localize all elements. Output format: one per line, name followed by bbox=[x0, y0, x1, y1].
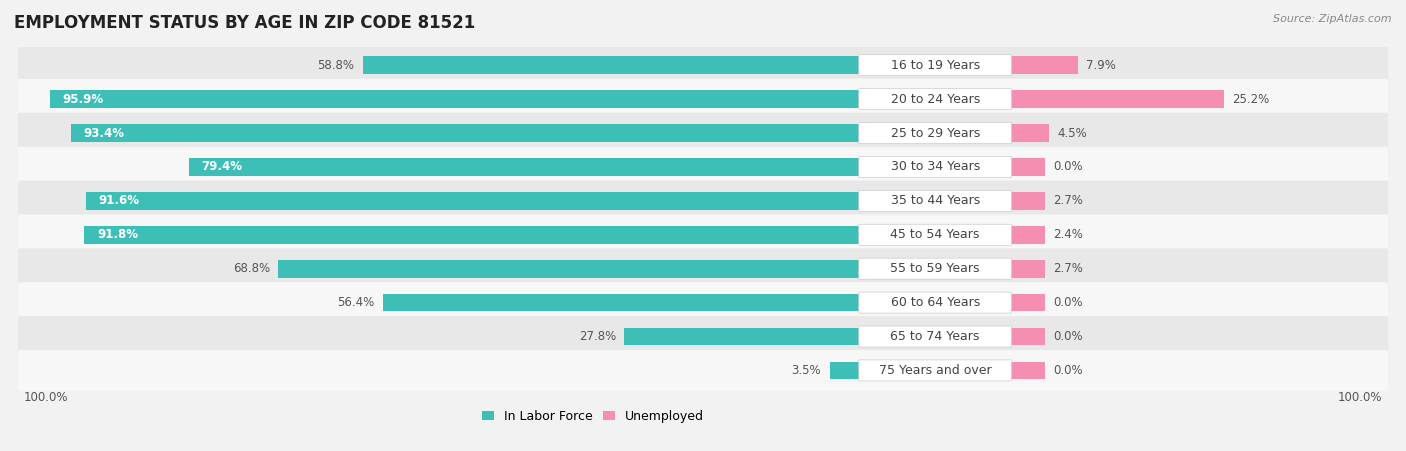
Bar bbox=[1011, 90, 1223, 108]
Bar bbox=[1011, 362, 1045, 379]
Bar bbox=[1011, 226, 1045, 244]
Bar bbox=[1011, 124, 1049, 142]
Text: 4.5%: 4.5% bbox=[1057, 127, 1087, 139]
Text: 25 to 29 Years: 25 to 29 Years bbox=[890, 127, 980, 139]
Text: 79.4%: 79.4% bbox=[201, 161, 243, 174]
Bar bbox=[624, 328, 859, 345]
FancyBboxPatch shape bbox=[859, 88, 1011, 110]
Text: 0.0%: 0.0% bbox=[1053, 161, 1083, 174]
Text: 35 to 44 Years: 35 to 44 Years bbox=[890, 194, 980, 207]
FancyBboxPatch shape bbox=[859, 224, 1011, 245]
FancyBboxPatch shape bbox=[18, 316, 1388, 357]
Bar bbox=[49, 90, 859, 108]
Text: 2.7%: 2.7% bbox=[1053, 262, 1083, 275]
FancyBboxPatch shape bbox=[859, 123, 1011, 143]
Text: 65 to 74 Years: 65 to 74 Years bbox=[890, 330, 980, 343]
FancyBboxPatch shape bbox=[18, 214, 1388, 255]
FancyBboxPatch shape bbox=[859, 156, 1011, 177]
FancyBboxPatch shape bbox=[18, 282, 1388, 323]
Bar bbox=[1011, 158, 1045, 176]
Text: 58.8%: 58.8% bbox=[318, 59, 354, 72]
Text: 100.0%: 100.0% bbox=[1339, 391, 1382, 404]
Text: 16 to 19 Years: 16 to 19 Years bbox=[890, 59, 980, 72]
FancyBboxPatch shape bbox=[859, 258, 1011, 279]
Bar bbox=[1011, 192, 1045, 210]
Text: 55 to 59 Years: 55 to 59 Years bbox=[890, 262, 980, 275]
Text: 3.5%: 3.5% bbox=[792, 364, 821, 377]
Text: 27.8%: 27.8% bbox=[579, 330, 616, 343]
FancyBboxPatch shape bbox=[859, 292, 1011, 313]
Bar bbox=[70, 124, 859, 142]
Text: 75 Years and over: 75 Years and over bbox=[879, 364, 991, 377]
Text: 30 to 34 Years: 30 to 34 Years bbox=[890, 161, 980, 174]
Bar bbox=[1011, 328, 1045, 345]
FancyBboxPatch shape bbox=[18, 180, 1388, 221]
Text: 93.4%: 93.4% bbox=[83, 127, 124, 139]
Text: 20 to 24 Years: 20 to 24 Years bbox=[890, 92, 980, 106]
Legend: In Labor Force, Unemployed: In Labor Force, Unemployed bbox=[481, 410, 704, 423]
Bar bbox=[278, 260, 859, 277]
Text: 0.0%: 0.0% bbox=[1053, 330, 1083, 343]
Text: 95.9%: 95.9% bbox=[62, 92, 104, 106]
Text: 2.4%: 2.4% bbox=[1053, 228, 1083, 241]
FancyBboxPatch shape bbox=[18, 79, 1388, 120]
Text: 2.7%: 2.7% bbox=[1053, 194, 1083, 207]
Text: 0.0%: 0.0% bbox=[1053, 296, 1083, 309]
Text: Source: ZipAtlas.com: Source: ZipAtlas.com bbox=[1274, 14, 1392, 23]
Text: 56.4%: 56.4% bbox=[337, 296, 374, 309]
Bar bbox=[86, 192, 859, 210]
FancyBboxPatch shape bbox=[859, 360, 1011, 381]
Text: EMPLOYMENT STATUS BY AGE IN ZIP CODE 81521: EMPLOYMENT STATUS BY AGE IN ZIP CODE 815… bbox=[14, 14, 475, 32]
FancyBboxPatch shape bbox=[859, 190, 1011, 212]
FancyBboxPatch shape bbox=[18, 45, 1388, 86]
Bar bbox=[1011, 294, 1045, 311]
Text: 45 to 54 Years: 45 to 54 Years bbox=[890, 228, 980, 241]
Text: 0.0%: 0.0% bbox=[1053, 364, 1083, 377]
Bar bbox=[830, 362, 859, 379]
FancyBboxPatch shape bbox=[859, 55, 1011, 76]
Bar bbox=[84, 226, 859, 244]
Bar bbox=[1011, 260, 1045, 277]
Bar bbox=[382, 294, 859, 311]
Text: 91.6%: 91.6% bbox=[98, 194, 139, 207]
Text: 25.2%: 25.2% bbox=[1232, 92, 1270, 106]
FancyBboxPatch shape bbox=[18, 147, 1388, 187]
Text: 100.0%: 100.0% bbox=[24, 391, 67, 404]
FancyBboxPatch shape bbox=[18, 249, 1388, 289]
Text: 68.8%: 68.8% bbox=[233, 262, 270, 275]
Bar bbox=[188, 158, 859, 176]
Text: 60 to 64 Years: 60 to 64 Years bbox=[890, 296, 980, 309]
FancyBboxPatch shape bbox=[859, 326, 1011, 347]
Text: 91.8%: 91.8% bbox=[97, 228, 138, 241]
FancyBboxPatch shape bbox=[18, 350, 1388, 391]
Bar bbox=[363, 56, 859, 74]
Bar bbox=[1011, 56, 1078, 74]
FancyBboxPatch shape bbox=[18, 113, 1388, 153]
Text: 7.9%: 7.9% bbox=[1087, 59, 1116, 72]
